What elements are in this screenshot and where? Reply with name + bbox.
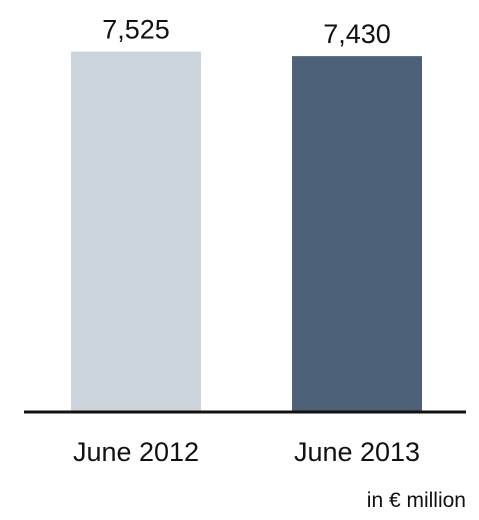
value-labels-group: 7,525 7,430 xyxy=(102,15,391,50)
category-label-1: June 2012 xyxy=(73,437,199,467)
value-label-1: 7,525 xyxy=(102,15,170,45)
bars-group xyxy=(71,51,422,411)
unit-note: in € million xyxy=(367,489,466,512)
value-label-2: 7,430 xyxy=(323,19,391,49)
bar-1 xyxy=(71,51,201,411)
category-labels-group: June 2012 June 2013 xyxy=(73,437,420,467)
bar-2 xyxy=(292,56,422,411)
category-label-2: June 2013 xyxy=(294,437,420,467)
